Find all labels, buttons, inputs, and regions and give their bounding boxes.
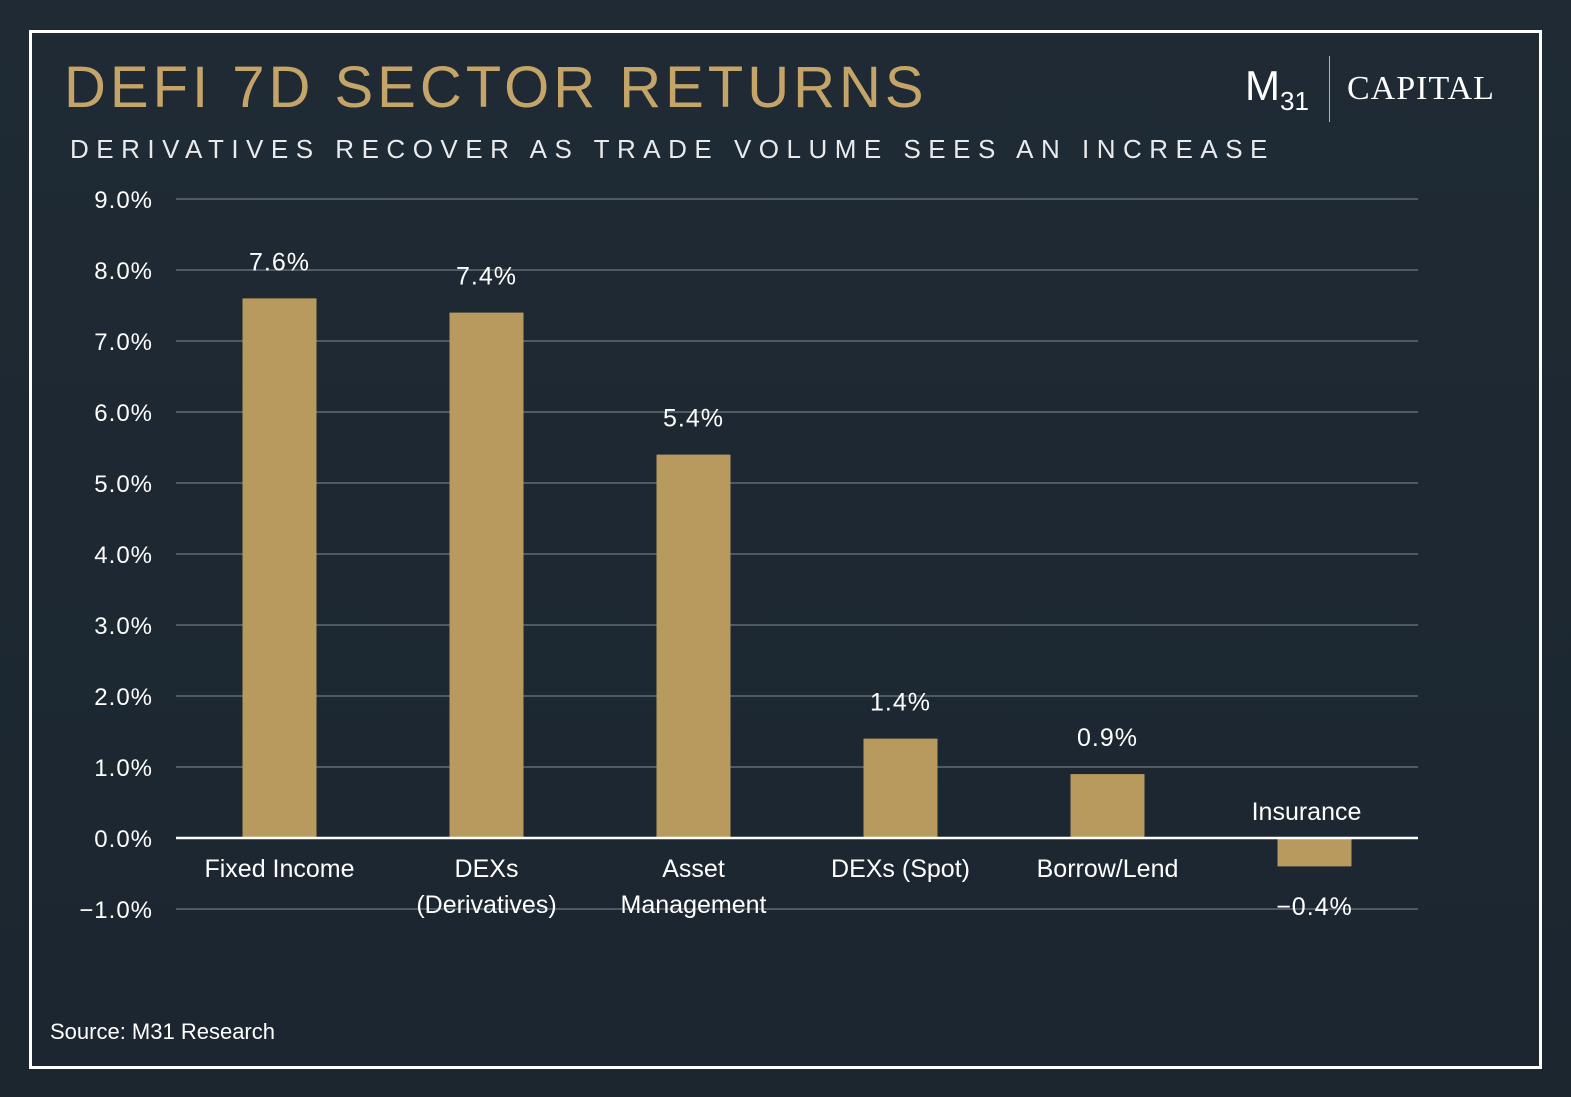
logo-mark-letter: M <box>1245 62 1280 109</box>
bar <box>863 738 938 838</box>
source-note: Source: M31 Research <box>50 1019 275 1044</box>
y-tick-label: 4.0% <box>94 542 153 569</box>
category-label: (Derivatives) <box>416 891 556 919</box>
y-tick-label: 0.0% <box>94 826 153 853</box>
y-tick-label: 3.0% <box>94 613 153 640</box>
data-label: 7.6% <box>249 248 310 276</box>
bar <box>1277 838 1352 867</box>
category-label: Borrow/Lend <box>1037 855 1179 883</box>
category-label: Asset <box>662 855 725 883</box>
y-tick-label: 2.0% <box>94 684 153 711</box>
y-tick-label: 8.0% <box>94 258 153 285</box>
m31-capital-logo: M31 CAPITAL <box>1245 56 1505 126</box>
logo-divider <box>1329 56 1330 122</box>
y-tick-label: 7.0% <box>94 329 153 356</box>
data-label: 1.4% <box>870 689 931 717</box>
bar <box>656 454 731 838</box>
bar <box>242 298 317 838</box>
y-tick-label: 9.0% <box>94 187 153 214</box>
bar <box>449 312 524 839</box>
logo-name: CAPITAL <box>1347 70 1495 107</box>
chart-title: DEFI 7D SECTOR RETURNS <box>64 55 928 120</box>
data-label: 5.4% <box>663 405 724 433</box>
logo-mark-subscript: 31 <box>1280 86 1309 116</box>
category-label: Fixed Income <box>204 855 354 883</box>
bar <box>1070 774 1145 838</box>
data-label: 0.9% <box>1077 724 1138 752</box>
chart-subtitle: DERIVATIVES RECOVER AS TRADE VOLUME SEES… <box>70 134 1275 164</box>
y-tick-label: 1.0% <box>94 755 153 782</box>
data-label: 7.4% <box>456 263 517 291</box>
category-label: DEXs (Spot) <box>831 855 970 883</box>
data-label: −0.4% <box>1276 893 1353 921</box>
logo-mark: M31 <box>1245 62 1309 117</box>
y-tick-label: 6.0% <box>94 400 153 427</box>
category-label: Insurance <box>1252 798 1362 826</box>
y-tick-label: 5.0% <box>94 471 153 498</box>
y-tick-label: −1.0% <box>79 897 153 924</box>
category-label: DEXs <box>455 855 519 883</box>
category-label: Management <box>621 891 767 919</box>
